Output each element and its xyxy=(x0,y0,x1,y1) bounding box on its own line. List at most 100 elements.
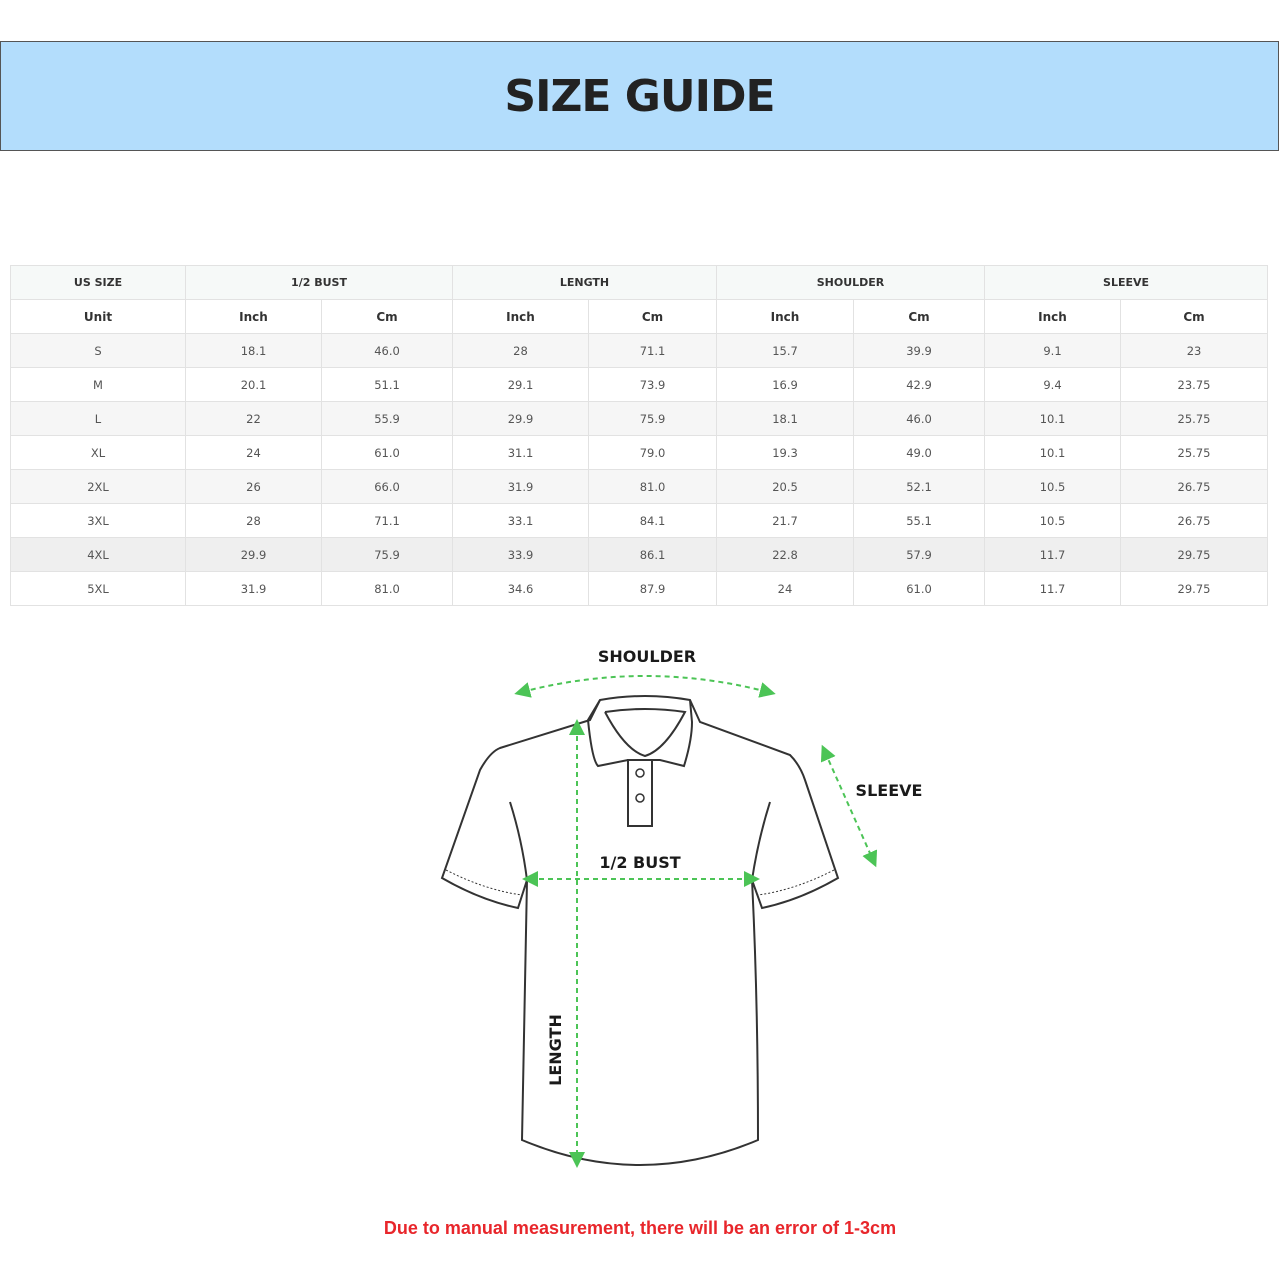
unit-header: Inch xyxy=(984,299,1122,334)
length-label: LENGTH xyxy=(546,1014,565,1086)
value-cell: 20.1 xyxy=(185,367,322,402)
value-cell: 21.7 xyxy=(716,503,854,538)
value-cell: 71.1 xyxy=(588,333,717,368)
measurement-note: Due to manual measurement, there will be… xyxy=(383,1218,897,1238)
value-cell: 84.1 xyxy=(588,503,717,538)
size-cell: L xyxy=(10,401,186,436)
value-cell: 46.0 xyxy=(321,333,453,368)
value-cell: 24 xyxy=(716,571,854,606)
value-cell: 23 xyxy=(1120,333,1269,368)
value-cell: 61.0 xyxy=(852,571,986,606)
value-cell: 42.9 xyxy=(852,367,986,402)
unit-header: Cm xyxy=(1120,299,1269,334)
unit-header: Inch xyxy=(185,299,322,334)
value-cell: 57.9 xyxy=(852,537,986,572)
value-cell: 29.1 xyxy=(452,367,589,402)
value-cell: 15.7 xyxy=(716,333,854,368)
value-cell: 11.7 xyxy=(984,537,1122,572)
value-cell: 51.1 xyxy=(321,367,453,402)
size-cell: S xyxy=(10,333,186,368)
value-cell: 55.9 xyxy=(321,401,453,436)
value-cell: 26.75 xyxy=(1120,469,1269,504)
table-row: M 20.1 51.1 29.1 73.9 16.9 42.9 9.4 23.75 xyxy=(10,367,1269,402)
value-cell: 19.3 xyxy=(716,435,854,470)
value-cell: 18.1 xyxy=(716,401,854,436)
value-cell: 75.9 xyxy=(321,537,453,572)
value-cell: 46.0 xyxy=(852,401,986,436)
value-cell: 33.1 xyxy=(452,503,589,538)
value-cell: 52.1 xyxy=(852,469,986,504)
value-cell: 75.9 xyxy=(588,401,717,436)
value-cell: 10.5 xyxy=(984,503,1122,538)
value-cell: 10.1 xyxy=(984,435,1122,470)
value-cell: 87.9 xyxy=(588,571,717,606)
value-cell: 28 xyxy=(452,333,589,368)
value-cell: 18.1 xyxy=(185,333,322,368)
value-cell: 73.9 xyxy=(588,367,717,402)
unit-header: Inch xyxy=(716,299,854,334)
table-row: 2XL 26 66.0 31.9 81.0 20.5 52.1 10.5 26.75 xyxy=(10,469,1269,504)
value-cell: 81.0 xyxy=(321,571,453,606)
size-cell: 5XL xyxy=(10,571,186,606)
value-cell: 25.75 xyxy=(1120,435,1269,470)
value-cell: 28 xyxy=(185,503,322,538)
unit-header: Inch xyxy=(452,299,589,334)
value-cell: 86.1 xyxy=(588,537,717,572)
group-header: SHOULDER xyxy=(715,265,986,300)
title-banner: SIZE GUIDE xyxy=(0,41,1279,151)
table-row: 4XL 29.9 75.9 33.9 86.1 22.8 57.9 11.7 29.75 xyxy=(10,537,1269,572)
value-cell: 10.5 xyxy=(984,469,1122,504)
group-header-row: US SIZE 1/2 BUST LENGTH SHOULDER SLEEVE xyxy=(10,265,1269,300)
value-cell: 26 xyxy=(185,469,322,504)
value-cell: 25.75 xyxy=(1120,401,1269,436)
value-cell: 55.1 xyxy=(852,503,986,538)
table-row: S 18.1 46.0 28 71.1 15.7 39.9 9.1 23 xyxy=(10,333,1269,368)
unit-header: Unit xyxy=(10,299,186,334)
table-row: XL 24 61.0 31.1 79.0 19.3 49.0 10.1 25.75 xyxy=(10,435,1269,470)
unit-header: Cm xyxy=(321,299,453,334)
group-header: US SIZE xyxy=(10,265,186,300)
value-cell: 11.7 xyxy=(984,571,1122,606)
value-cell: 29.9 xyxy=(185,537,322,572)
value-cell: 26.75 xyxy=(1120,503,1269,538)
value-cell: 34.6 xyxy=(452,571,589,606)
shirt-outline xyxy=(440,695,840,1166)
value-cell: 31.1 xyxy=(452,435,589,470)
value-cell: 33.9 xyxy=(452,537,589,572)
sleeve-label: SLEEVE xyxy=(856,781,923,800)
button-icon xyxy=(635,793,645,803)
value-cell: 22.8 xyxy=(716,537,854,572)
size-table: US SIZE 1/2 BUST LENGTH SHOULDER SLEEVE … xyxy=(10,265,1269,606)
size-cell: 4XL xyxy=(10,537,186,572)
size-cell: 3XL xyxy=(10,503,186,538)
value-cell: 81.0 xyxy=(588,469,717,504)
value-cell: 66.0 xyxy=(321,469,453,504)
value-cell: 22 xyxy=(185,401,322,436)
table-row: L 22 55.9 29.9 75.9 18.1 46.0 10.1 25.75 xyxy=(10,401,1269,436)
value-cell: 16.9 xyxy=(716,367,854,402)
group-header: SLEEVE xyxy=(984,265,1269,300)
value-cell: 39.9 xyxy=(852,333,986,368)
value-cell: 29.9 xyxy=(452,401,589,436)
value-cell: 9.1 xyxy=(984,333,1122,368)
value-cell: 9.4 xyxy=(984,367,1122,402)
unit-header-row: Unit Inch Cm Inch Cm Inch Cm Inch Cm xyxy=(10,299,1269,334)
value-cell: 23.75 xyxy=(1120,367,1269,402)
page-title: SIZE GUIDE xyxy=(504,70,775,122)
value-cell: 24 xyxy=(185,435,322,470)
value-cell: 31.9 xyxy=(452,469,589,504)
value-cell: 49.0 xyxy=(852,435,986,470)
value-cell: 29.75 xyxy=(1120,537,1269,572)
value-cell: 79.0 xyxy=(588,435,717,470)
sleeve-arrow xyxy=(820,744,878,868)
group-header: 1/2 BUST xyxy=(185,265,453,300)
size-cell: 2XL xyxy=(10,469,186,504)
value-cell: 61.0 xyxy=(321,435,453,470)
value-cell: 10.1 xyxy=(984,401,1122,436)
shirt-diagram: SHOULDER SLEEVE 1/2 BUST LENGTH xyxy=(440,647,923,1168)
group-header: LENGTH xyxy=(452,265,717,300)
size-cell: M xyxy=(10,367,186,402)
value-cell: 31.9 xyxy=(185,571,322,606)
value-cell: 20.5 xyxy=(716,469,854,504)
unit-header: Cm xyxy=(588,299,717,334)
